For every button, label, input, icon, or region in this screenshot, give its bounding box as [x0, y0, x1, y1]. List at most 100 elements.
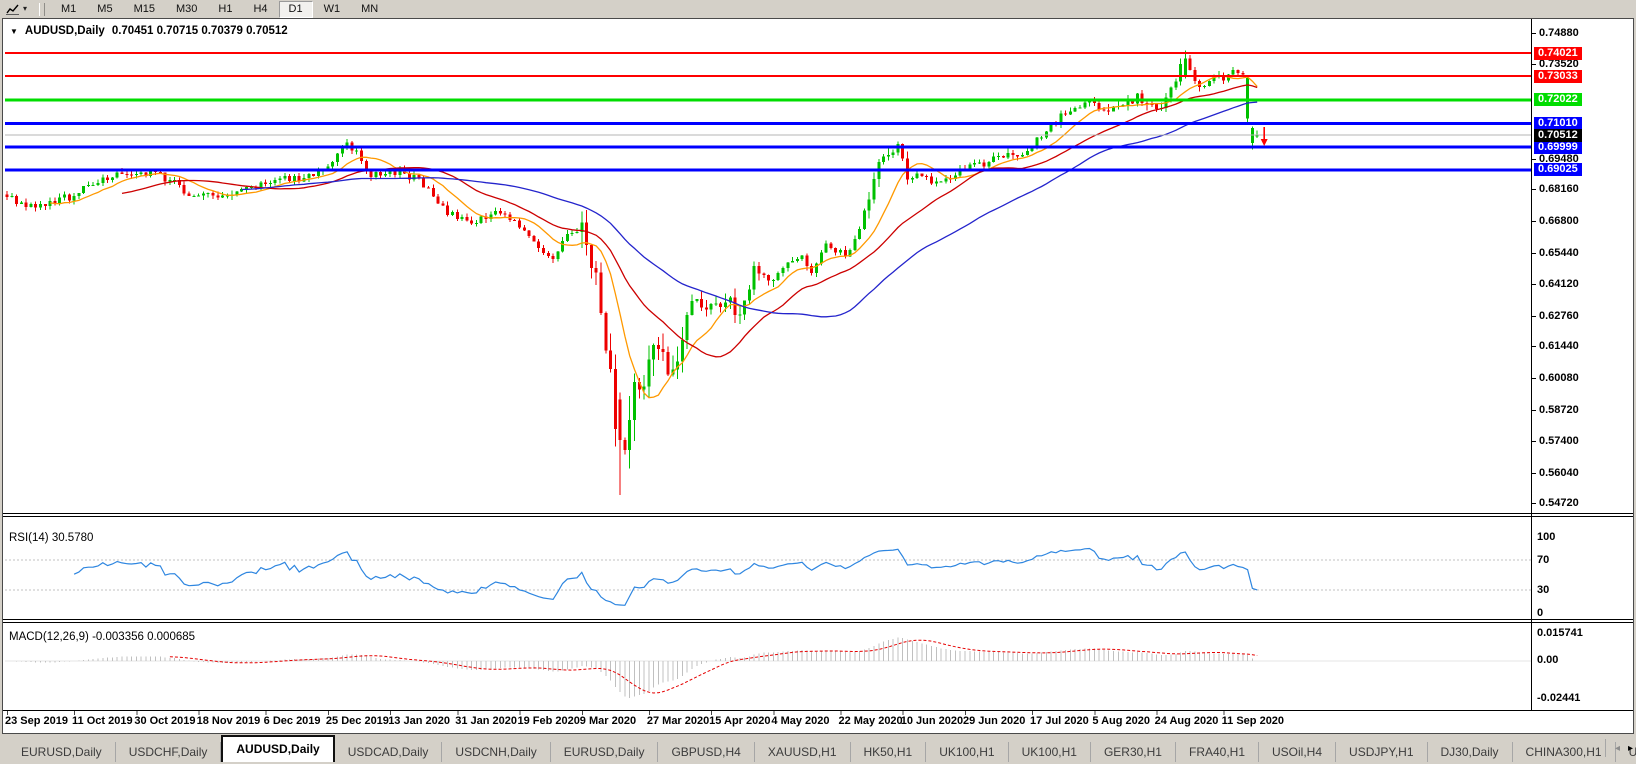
- price-tick-label: 0.60080: [1539, 372, 1579, 385]
- chart-tab-eurusd-daily[interactable]: EURUSD,Daily: [551, 742, 659, 762]
- chart-line-icon[interactable]: [6, 3, 20, 16]
- date-axis-label: 17 Jul 2020: [1030, 715, 1089, 727]
- date-axis-label: 5 Aug 2020: [1092, 715, 1151, 727]
- timeframe-button-m30[interactable]: M30: [175, 2, 198, 15]
- tick-dash: [1532, 346, 1536, 348]
- tick-dash: [1532, 32, 1536, 34]
- tick-dash: [1532, 221, 1536, 223]
- chart-tab-hk50-h1[interactable]: HK50,H1: [851, 742, 927, 762]
- chart-tab-uk100-h1[interactable]: UK100,H1: [926, 742, 1009, 762]
- date-axis-label: 30 Oct 2019: [134, 715, 196, 727]
- tick-dash: [1532, 158, 1536, 160]
- rsi-axis-label: 70: [1537, 554, 1550, 567]
- chart-tab-uk100-h1[interactable]: UK100,H1: [1009, 742, 1091, 762]
- price-tick: 0.56040: [1532, 467, 1579, 480]
- price-tick: 0.74880: [1532, 27, 1579, 40]
- chart-tab-dj30-daily[interactable]: DJ30,Daily: [1428, 742, 1513, 762]
- chart-tab-xauusd-h1[interactable]: XAUUSD,H1: [755, 742, 851, 762]
- chart-tab-ger30-h1[interactable]: GER30,H1: [1091, 742, 1176, 762]
- chevron-down-icon[interactable]: ▾: [23, 4, 28, 13]
- price-level-label: 0.74021: [1534, 46, 1582, 60]
- price-tick: 0.66800: [1532, 215, 1579, 228]
- timeframe-toolbar: M1 M5 M15 M30 H1 H4 D1 W1 MN: [51, 0, 389, 18]
- price-tick-label: 0.64120: [1539, 277, 1579, 290]
- price-level-label: 0.69025: [1534, 163, 1582, 177]
- rsi-axis-label: 100: [1537, 531, 1556, 543]
- chart-tab-usoil-h4[interactable]: USOil,H4: [1259, 742, 1337, 762]
- chart-tab-eurusd-daily[interactable]: EURUSD,Daily: [8, 742, 116, 762]
- chart-tab-usdcnh-daily[interactable]: USDCNH,Daily: [442, 742, 551, 762]
- price-tick-label: 0.62760: [1539, 309, 1579, 322]
- chart-tab-fra40-h1[interactable]: FRA40,H1: [1176, 742, 1260, 762]
- chart-plot[interactable]: [3, 19, 1633, 733]
- price-tick-label: 0.73520: [1539, 58, 1579, 71]
- price-tick-label: 0.54720: [1539, 497, 1579, 510]
- price-level-label: 0.71010: [1534, 116, 1582, 130]
- date-axis-label: 4 May 2020: [771, 715, 830, 727]
- date-axis-label: 19 Feb 2020: [517, 715, 580, 727]
- timeframe-button-m15[interactable]: M15: [133, 2, 155, 15]
- collapse-triangle-icon[interactable]: ▼: [10, 26, 18, 36]
- current-price-label: 0.70512: [1534, 128, 1582, 142]
- date-axis-label: 10 Jun 2020: [900, 715, 964, 727]
- toolbar-grip[interactable]: [39, 2, 46, 16]
- toolbar: ▾ M1 M5 M15 M30 H1 H4 D1 W1 MN: [0, 0, 1636, 18]
- tick-dash: [1532, 409, 1536, 411]
- timeframe-button-h1[interactable]: H1: [218, 2, 233, 15]
- price-tick-label: 0.65440: [1539, 247, 1579, 260]
- tick-dash: [1532, 283, 1536, 285]
- price-tick: 0.58720: [1532, 404, 1579, 417]
- price-tick-label: 0.69480: [1539, 152, 1579, 165]
- chart-tab-gbpusd-h4[interactable]: GBPUSD,H4: [658, 742, 755, 762]
- rsi-label: RSI(14) 30.5780: [9, 532, 94, 544]
- chart-symbol: AUDUSD,Daily: [24, 25, 105, 37]
- tick-dash: [1532, 253, 1536, 255]
- chart-title: ▼ AUDUSD,Daily 0.70451 0.70715 0.70379 0…: [10, 25, 288, 37]
- price-tick-label: 0.68160: [1539, 183, 1579, 196]
- timeframe-button-w1[interactable]: W1: [323, 2, 341, 15]
- chart-tab-usoil-h1[interactable]: USOil,H1: [1616, 742, 1636, 762]
- price-level-label: 0.73033: [1534, 69, 1582, 83]
- price-tick-label: 0.56040: [1539, 466, 1579, 479]
- price-tick-label: 0.66800: [1539, 215, 1579, 228]
- date-axis-label: 22 May 2020: [838, 715, 903, 727]
- tick-dash: [1532, 440, 1536, 442]
- price-tick: 0.57400: [1532, 435, 1579, 448]
- rsi-axis-label: 30: [1537, 583, 1550, 596]
- price-level-label: 0.72022: [1534, 93, 1582, 107]
- date-axis-label: 18 Nov 2019: [196, 715, 261, 727]
- timeframe-button-h4[interactable]: H4: [253, 2, 268, 15]
- chart-tab-china300-h1[interactable]: CHINA300,H1: [1513, 742, 1616, 762]
- timeframe-button-mn[interactable]: MN: [361, 2, 379, 15]
- timeframe-button-m1[interactable]: M1: [61, 2, 77, 15]
- tick-dash: [1532, 64, 1536, 66]
- date-axis-label: 27 Mar 2020: [646, 715, 710, 727]
- price-tick: 0.64120: [1532, 278, 1579, 291]
- tab-scroll-left-icon[interactable]: ◂: [1614, 742, 1620, 754]
- macd-axis-label: 0.00: [1537, 654, 1559, 666]
- price-tick: 0.68160: [1532, 183, 1579, 196]
- macd-axis-label: 0.015741: [1537, 627, 1583, 639]
- date-axis-label: 25 Dec 2019: [325, 715, 389, 727]
- date-axis-label: 11 Oct 2019: [72, 715, 133, 727]
- price-tick: 0.65440: [1532, 247, 1579, 260]
- chart-ohlc: 0.70451 0.70715 0.70379 0.70512: [111, 25, 288, 37]
- timeframe-button-m5[interactable]: M5: [97, 2, 113, 15]
- rsi-axis-label: 0: [1537, 607, 1544, 619]
- chart-tab-audusd-daily[interactable]: AUDUSD,Daily: [221, 735, 335, 762]
- price-tick-label: 0.58720: [1539, 403, 1579, 416]
- price-tick: 0.73520: [1532, 58, 1579, 71]
- tab-scroll-right-icon[interactable]: ▸: [1627, 742, 1633, 754]
- chart-tab-bar: EURUSD,Daily USDCHF,Daily AUDUSD,Daily USDC…: [0, 735, 1636, 764]
- date-axis-label: 15 Apr 2020: [709, 715, 771, 727]
- chart-window: ▼ AUDUSD,Daily 0.70451 0.70715 0.70379 0…: [2, 18, 1634, 734]
- price-tick: 0.60080: [1532, 372, 1579, 385]
- price-tick: 0.61440: [1532, 340, 1579, 353]
- price-level-label: 0.69999: [1534, 140, 1582, 154]
- date-axis-label: 6 Dec 2019: [263, 715, 321, 727]
- chart-tab-usdcad-daily[interactable]: USDCAD,Daily: [335, 742, 443, 762]
- chart-tab-usdjpy-h1[interactable]: USDJPY,H1: [1336, 742, 1428, 762]
- timeframe-button-d1[interactable]: D1: [278, 0, 313, 18]
- macd-axis-label: -0.02441: [1537, 692, 1581, 704]
- chart-tab-usdchf-daily[interactable]: USDCHF,Daily: [116, 742, 222, 762]
